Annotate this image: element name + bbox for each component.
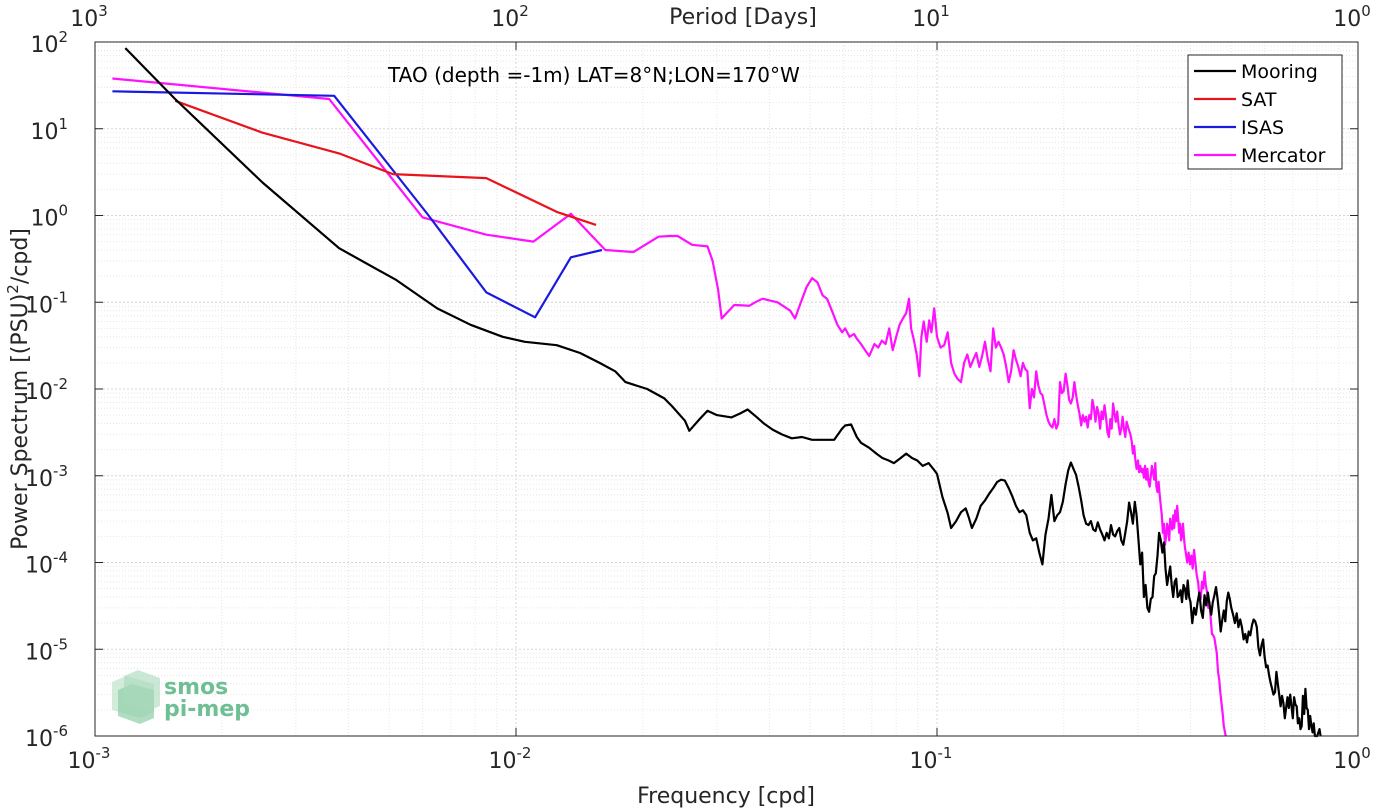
- x2-tick-label: 102: [491, 2, 529, 32]
- y-axis-label: Power Spectrum [(PSU)2/cpd]: [4, 228, 33, 550]
- y-tick-label: 102: [30, 28, 68, 58]
- series-line-mooring: [124, 47, 1322, 738]
- plot-frame: [94, 41, 1359, 737]
- x-axis-label: Frequency [cpd]: [637, 784, 815, 809]
- legend-label: SAT: [1241, 89, 1277, 111]
- series-line-sat: [174, 99, 597, 226]
- series-line-mercator: [112, 77, 1227, 737]
- y-tick-label: 101: [30, 115, 68, 145]
- y-tick-label: 10-1: [25, 288, 68, 318]
- legend: Mooring SAT ISAS Mercator: [1187, 54, 1343, 170]
- logo-mark-icon: [112, 670, 160, 724]
- logo-line2: pi-mep: [164, 697, 250, 722]
- x-tick-label: 10-2: [489, 744, 532, 774]
- x2-tick-label: 100: [1333, 2, 1371, 32]
- legend-label: Mooring: [1241, 61, 1318, 83]
- x-tick-label: 100: [1333, 744, 1371, 774]
- top-axis-label: Period [Days]: [669, 5, 817, 30]
- smos-pi-mep-logo: smos pi-mep: [112, 670, 250, 724]
- y-tick-label: 10-3: [25, 462, 68, 492]
- legend-label: Mercator: [1241, 145, 1326, 167]
- x-tick-label: 10-1: [910, 744, 953, 774]
- y-tick-label: 100: [30, 202, 68, 232]
- y-tick-label: 10-6: [25, 722, 68, 752]
- series-group: [112, 47, 1322, 738]
- y-tick-label: 10-4: [25, 549, 68, 579]
- logo-line1: smos: [164, 675, 228, 700]
- grid: [95, 42, 1358, 736]
- x2-tick-label: 101: [912, 2, 950, 32]
- x-tick-label: 10-3: [68, 744, 111, 774]
- y-tick-label: 10-2: [25, 375, 68, 405]
- series-line-isas: [112, 90, 603, 319]
- legend-box: [1187, 54, 1343, 170]
- x2-tick-label: 103: [70, 2, 108, 32]
- legend-label: ISAS: [1241, 117, 1284, 139]
- y-tick-label: 10-5: [25, 635, 68, 665]
- chart-title: TAO (depth =-1m) LAT=8°N;LON=170°W: [387, 63, 800, 87]
